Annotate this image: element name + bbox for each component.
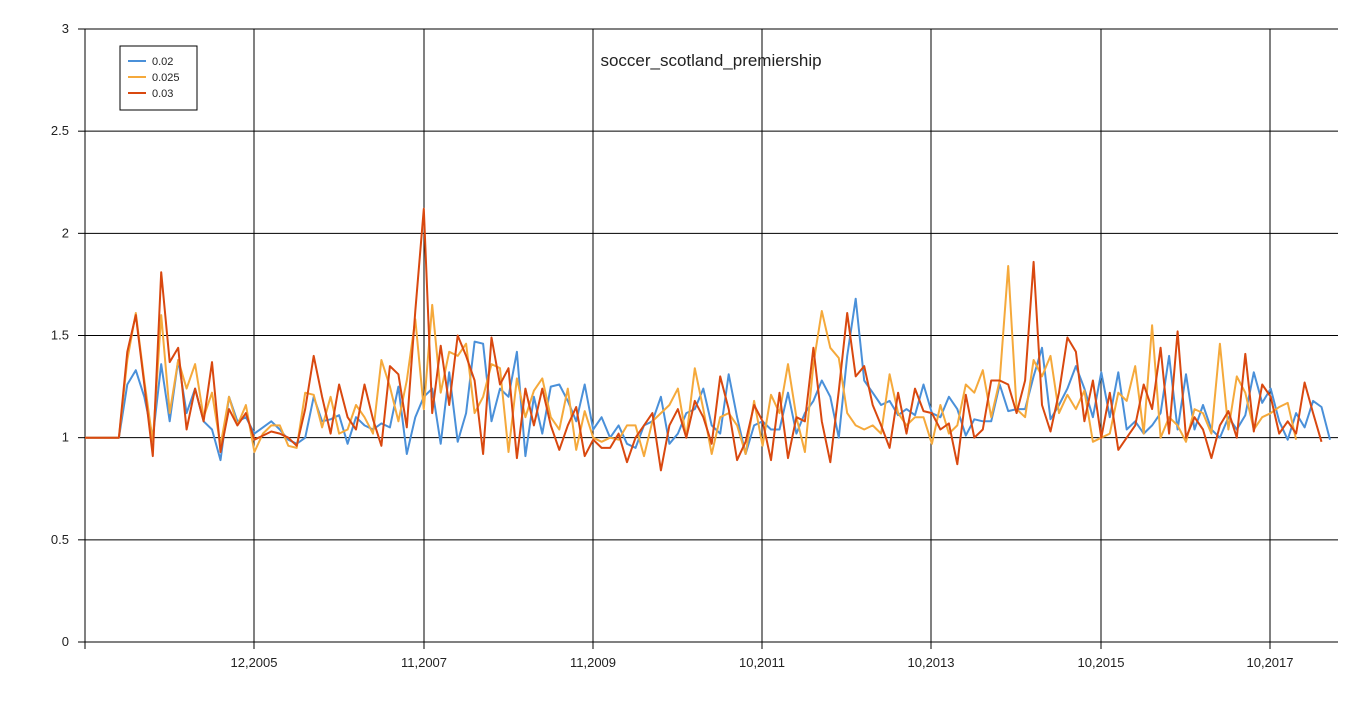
x-tick-label: 10,2017 — [1247, 655, 1294, 670]
legend-label: 0.025 — [152, 72, 180, 84]
axes: 0 0.5 1 1.5 2 2.5 3 12,2005 11,2007 11,2009 10,201… — [51, 21, 1338, 670]
y-tick-label: 3 — [62, 21, 69, 36]
x-tick-label: 11,2007 — [401, 655, 447, 670]
series-line-0.025 — [85, 265, 1298, 458]
x-tick-label: 10,2015 — [1078, 655, 1125, 670]
series-line-0.03 — [85, 207, 1323, 472]
y-tick-label: 0.5 — [51, 532, 69, 547]
legend: 0.02 0.025 0.03 — [119, 45, 198, 111]
y-tick-label: 0 — [62, 634, 69, 649]
data-series — [85, 207, 1331, 472]
x-tick-label: 10,2013 — [908, 655, 955, 670]
y-tick-label: 2.5 — [51, 123, 69, 138]
x-tick-label: 11,2009 — [570, 655, 616, 670]
chart-title: soccer_scotland_premiership — [600, 51, 821, 70]
legend-label: 0.02 — [152, 56, 173, 68]
legend-label: 0.03 — [152, 88, 173, 100]
x-tick-label: 12,2005 — [231, 655, 278, 670]
y-tick-label: 2 — [62, 225, 69, 240]
y-tick-label: 1.5 — [51, 328, 69, 343]
y-tick-label: 1 — [62, 430, 69, 445]
x-tick-label: 10,2011 — [739, 655, 785, 670]
